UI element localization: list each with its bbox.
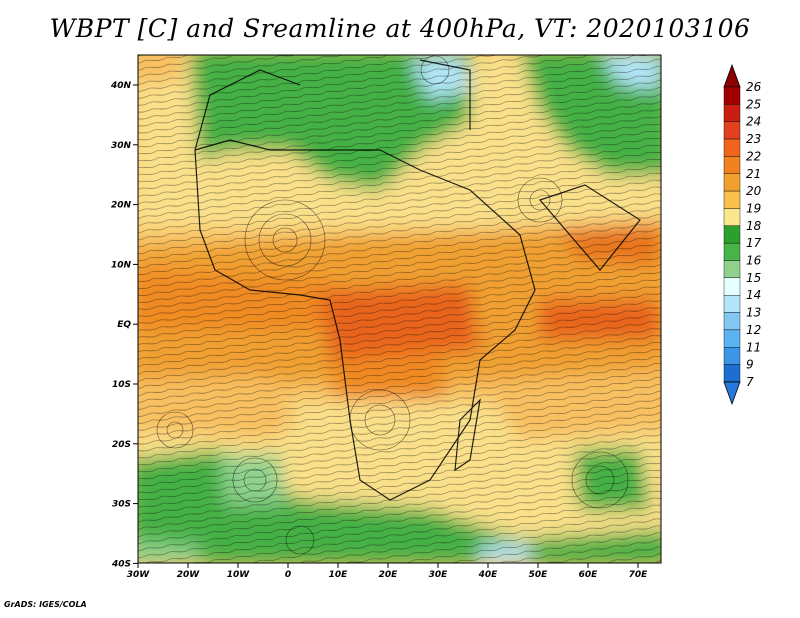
lon-label: 30E — [429, 570, 449, 580]
plot-frame — [137, 54, 662, 564]
colorbar-swatch — [723, 208, 741, 226]
chart-title: WBPT [C] and Sreamline at 400hPa, VT: 20… — [49, 14, 751, 43]
colorbar-label: 18 — [746, 219, 762, 233]
colorbar: 26 25 24 23 22 21 20 19 18 17 16 15 14 13 12 11 9 7 — [723, 63, 762, 406]
longitude-axis: 30W 20W 10W 0 10E 20E 30E 40E 50E 60E 70E — [127, 563, 648, 580]
colorbar-swatch — [723, 138, 741, 157]
lon-label: 10E — [329, 570, 349, 580]
colorbar-swatch — [723, 364, 741, 383]
colorbar-label: 23 — [746, 132, 761, 146]
colorbar-swatch — [723, 225, 741, 244]
lon-label: 20W — [177, 570, 201, 580]
lon-label: 20E — [379, 570, 399, 580]
colorbar-label: 22 — [746, 149, 761, 163]
colorbar-label: 20 — [746, 184, 762, 198]
colorbar-swatch — [723, 173, 741, 192]
colorbar-label: 19 — [746, 201, 761, 215]
lat-label: 30S — [112, 500, 131, 510]
lat-label: EQ — [117, 320, 131, 330]
lon-label: 40E — [478, 570, 499, 580]
colorbar-label: 13 — [746, 306, 761, 320]
colorbar-swatch — [723, 156, 741, 174]
colorbar-swatch — [723, 295, 741, 313]
colorbar-label: 16 — [746, 254, 762, 268]
colorbar-label: 15 — [746, 271, 761, 285]
lat-label: 10S — [112, 380, 131, 390]
colorbar-label: 9 — [746, 358, 754, 372]
lon-label: 70E — [629, 570, 649, 580]
lat-label: 40N — [110, 81, 132, 91]
colorbar-swatch — [723, 312, 741, 331]
colorbar-label: 11 — [746, 340, 761, 354]
lon-label: 30W — [127, 570, 151, 580]
lat-label: 40S — [111, 559, 131, 569]
lat-label: 20N — [111, 201, 132, 211]
colorbar-top-arrow — [723, 63, 741, 88]
lat-label: 20S — [112, 440, 131, 450]
lon-label: 50E — [529, 570, 549, 580]
colorbar-swatch — [723, 347, 741, 365]
field-layer — [138, 55, 661, 563]
colorbar-swatch — [723, 190, 741, 209]
colorbar-swatch — [723, 277, 741, 296]
colorbar-label: 21 — [746, 167, 761, 181]
colorbar-label: 12 — [746, 323, 761, 337]
colorbar-label: 26 — [746, 80, 762, 94]
footer-credit: GrADS: IGES/COLA — [4, 600, 87, 609]
colorbar-swatch — [723, 242, 741, 261]
latitude-axis: 40N 30N 20N 10N EQ 10S 20S 30S 40S — [110, 81, 138, 569]
lat-label: 10N — [111, 260, 132, 270]
colorbar-label: 17 — [746, 236, 762, 250]
lon-label: 0 — [285, 570, 291, 580]
colorbar-label: 24 — [746, 115, 761, 129]
colorbar-label: 14 — [746, 288, 761, 302]
lon-label: 10W — [227, 570, 251, 580]
lon-label: 60E — [579, 570, 599, 580]
colorbar-swatch — [723, 86, 741, 105]
colorbar-swatch — [723, 260, 741, 279]
colorbar-bottom-arrow — [723, 381, 741, 406]
colorbar-label: 7 — [746, 375, 754, 389]
colorbar-swatch — [723, 104, 741, 122]
colorbar-swatch — [723, 329, 741, 348]
colorbar-label: 25 — [746, 97, 761, 111]
lat-label: 30N — [111, 141, 132, 151]
colorbar-swatch — [723, 121, 741, 140]
